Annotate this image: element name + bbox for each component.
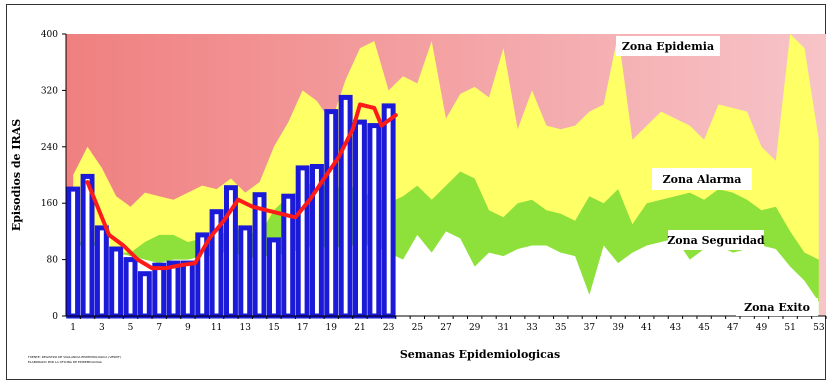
- x-tick-label: 37: [584, 323, 596, 333]
- y-axis-label: Episodios de IRAS: [10, 119, 23, 231]
- x-tick-label: 9: [185, 323, 191, 333]
- x-tick-label: 1: [70, 323, 76, 333]
- x-tick-label: 15: [268, 323, 280, 333]
- x-tick-label: 45: [698, 323, 710, 333]
- y-tick-label: 400: [41, 30, 58, 40]
- bar: [137, 271, 152, 319]
- bar: [109, 246, 124, 319]
- x-axis-label: Semanas Epidemiologicas: [400, 348, 560, 361]
- zone-label-exito-box: [736, 298, 818, 316]
- y-tick-label: 80: [47, 256, 59, 266]
- x-tick-label: 3: [99, 323, 105, 333]
- x-tick-label: 27: [440, 323, 452, 333]
- y-tick-label: 240: [41, 143, 58, 153]
- bar: [152, 262, 167, 319]
- x-tick-label: 51: [784, 323, 795, 333]
- x-tick-label: 7: [156, 323, 162, 333]
- zone-label-alarma: Zona Alarma: [663, 173, 742, 186]
- x-tick-label: 47: [727, 323, 739, 333]
- x-tick-label: 53: [813, 323, 825, 333]
- zone-label-seguridad: Zona Seguridad: [667, 234, 765, 247]
- bar: [94, 225, 109, 319]
- bar: [381, 103, 396, 319]
- x-tick-label: 43: [670, 323, 682, 333]
- footnote-line: FUENTE: REGISTRO DE VIGILANCIA EPIDEMIOL…: [28, 355, 121, 359]
- x-tick-label: 19: [326, 323, 338, 333]
- x-tick-label: 29: [469, 323, 481, 333]
- bar: [295, 165, 310, 319]
- line-layer: [85, 102, 398, 271]
- y-tick-label: 160: [41, 199, 58, 209]
- bar: [123, 257, 138, 319]
- x-tick-label: 25: [412, 323, 424, 333]
- bar: [166, 260, 181, 319]
- bar: [267, 237, 281, 319]
- x-tick-label: 13: [240, 323, 252, 333]
- series-line: [85, 102, 398, 271]
- bar: [324, 109, 339, 319]
- zone-label-exito: Zona Exito: [744, 301, 810, 314]
- x-tick-label: 41: [641, 323, 652, 333]
- bar: [66, 186, 81, 319]
- zone-label-alarma-box: [652, 168, 752, 190]
- bar: [338, 94, 353, 319]
- bar: [353, 119, 367, 319]
- zone-label-epidemia-box: [616, 36, 720, 56]
- bar: [238, 225, 253, 319]
- labels-layer: Episodios de IRAS Semanas Epidemiologicas…: [10, 36, 818, 364]
- x-tick-label: 31: [498, 323, 509, 333]
- x-tick-label: 11: [211, 323, 222, 333]
- x-tick-label: 23: [383, 323, 395, 333]
- footnote-line: ELABORADO POR LA OFICINA DE EPIDEMIOLOGI…: [28, 360, 103, 364]
- y-tick-label: 320: [41, 86, 58, 96]
- x-tick-label: 33: [526, 323, 538, 333]
- x-tick-label: 49: [756, 323, 768, 333]
- bar: [252, 192, 267, 319]
- y-tick-label: 0: [52, 312, 58, 322]
- bar: [180, 260, 195, 319]
- zone-label-seguridad-box: [668, 230, 764, 250]
- x-tick-label: 17: [297, 323, 309, 333]
- bar: [80, 173, 95, 319]
- x-tick-label: 35: [555, 323, 567, 333]
- zone-label-epidemia: Zona Epidemia: [622, 40, 714, 53]
- x-tick-label: 39: [612, 323, 624, 333]
- x-tick-label: 21: [354, 323, 365, 333]
- x-tick-label: 5: [128, 323, 134, 333]
- bar: [367, 123, 382, 319]
